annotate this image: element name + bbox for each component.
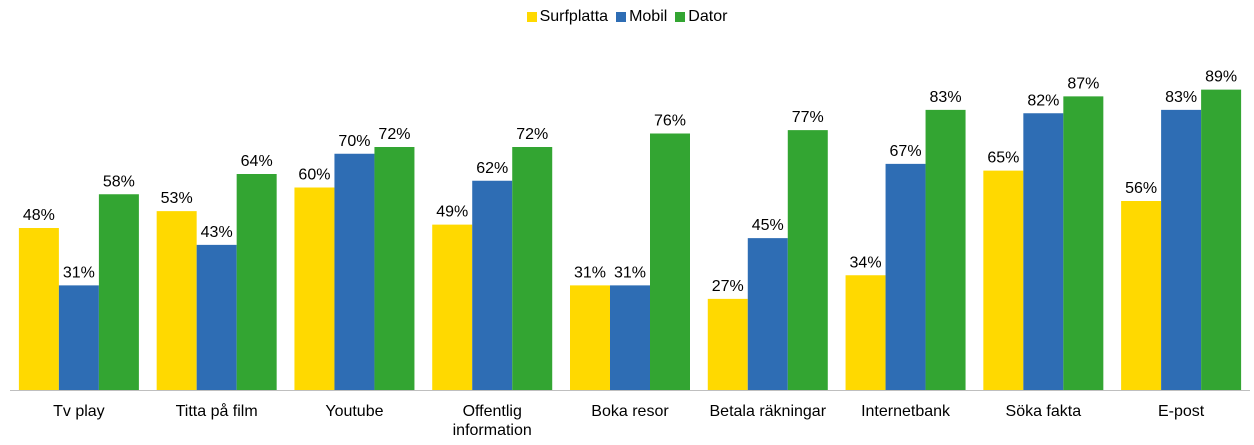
bar xyxy=(925,109,966,390)
value-label: 56% xyxy=(1125,180,1157,197)
x-tick-label: Internetbank xyxy=(861,403,951,420)
legend-label: Mobil xyxy=(629,8,668,25)
bar xyxy=(156,211,197,390)
bar xyxy=(747,238,788,390)
bar xyxy=(334,153,375,390)
value-label: 67% xyxy=(890,143,922,160)
bar xyxy=(374,147,415,390)
value-label: 83% xyxy=(1165,89,1197,106)
value-label: 48% xyxy=(23,207,55,224)
bar xyxy=(1023,113,1064,390)
value-label: 60% xyxy=(298,167,330,184)
bar xyxy=(983,170,1024,390)
value-label: 31% xyxy=(574,264,606,281)
bar xyxy=(570,285,610,390)
value-label: 31% xyxy=(614,264,646,281)
bar xyxy=(1201,89,1242,390)
value-label: 53% xyxy=(161,190,193,207)
value-label: 49% xyxy=(436,204,468,221)
legend-item: Dator xyxy=(675,8,727,26)
legend-item: Mobil xyxy=(616,8,667,26)
value-label: 34% xyxy=(850,254,882,271)
bar xyxy=(196,244,237,390)
legend-swatch xyxy=(616,12,627,22)
bar xyxy=(787,130,828,390)
x-tick-label: Söka fakta xyxy=(1005,403,1082,420)
value-label: 62% xyxy=(476,160,508,177)
bar xyxy=(472,180,513,390)
value-label: 45% xyxy=(752,217,784,234)
value-label: 27% xyxy=(712,278,744,295)
bar xyxy=(845,275,886,390)
legend: Surfplatta Mobil Dator xyxy=(0,8,1254,26)
value-label: 76% xyxy=(654,113,686,130)
value-label: 64% xyxy=(241,153,273,170)
value-label: 77% xyxy=(792,109,824,126)
bar xyxy=(1063,96,1104,390)
bar xyxy=(610,285,650,390)
legend-swatch xyxy=(675,12,686,22)
x-tick-label: E-post xyxy=(1157,403,1205,420)
x-tick-label: Offentlig information xyxy=(452,403,532,439)
value-label: 70% xyxy=(338,133,370,150)
x-tick-label: Betala räkningar xyxy=(709,403,827,420)
value-label: 72% xyxy=(516,126,548,143)
legend-label: Surfplatta xyxy=(539,8,609,25)
value-label: 65% xyxy=(987,150,1019,167)
value-label: 58% xyxy=(103,173,135,190)
x-tick-label: Titta på film xyxy=(175,403,258,420)
x-tick-label: Youtube xyxy=(325,403,384,420)
bar xyxy=(432,224,473,390)
legend-item: Surfplatta xyxy=(526,8,609,26)
value-label: 31% xyxy=(63,264,95,281)
value-label: 82% xyxy=(1027,92,1059,109)
value-label: 43% xyxy=(201,224,233,241)
legend-swatch xyxy=(526,12,537,22)
legend-label: Dator xyxy=(688,8,728,25)
bar xyxy=(885,163,926,390)
bar xyxy=(236,174,277,390)
bar xyxy=(58,285,99,390)
bar xyxy=(18,228,59,390)
value-label: 89% xyxy=(1205,69,1237,86)
bar xyxy=(1161,109,1202,390)
x-tick-label: Tv play xyxy=(53,403,105,420)
value-label: 83% xyxy=(930,89,962,106)
value-label: 87% xyxy=(1067,75,1099,92)
bar xyxy=(512,147,553,390)
bar xyxy=(294,187,335,390)
x-tick-label: Boka resor xyxy=(591,403,669,420)
bar xyxy=(707,298,748,390)
value-label: 72% xyxy=(378,126,410,143)
bar xyxy=(1121,201,1162,390)
bar xyxy=(650,133,690,390)
bar xyxy=(98,194,139,390)
